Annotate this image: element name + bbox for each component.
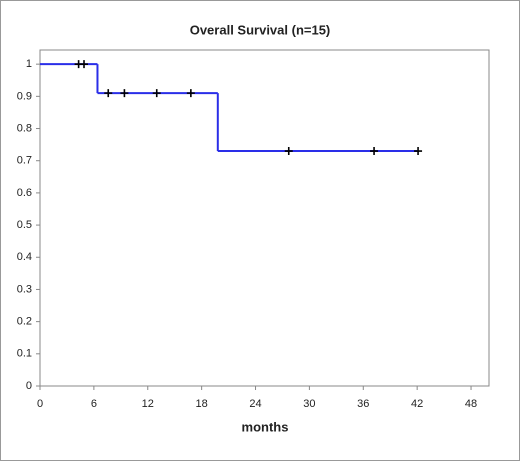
x-axis-label: months <box>242 419 289 434</box>
censor-mark <box>284 147 293 156</box>
y-tick-label: 0.4 <box>17 251 32 263</box>
censor-mark <box>120 89 129 98</box>
y-tick-label: 0.3 <box>17 283 32 295</box>
y-tick-label: 0.7 <box>17 155 32 167</box>
y-tick-label: 1 <box>26 58 32 70</box>
censor-mark <box>370 147 379 156</box>
plot-frame <box>39 49 490 387</box>
y-tick-label: 0 <box>26 380 32 392</box>
x-tick-label: 24 <box>249 398 261 410</box>
y-tick-label: 0.1 <box>17 348 32 360</box>
censor-mark <box>104 89 113 98</box>
censor-mark <box>152 89 161 98</box>
y-tick-label: 0.8 <box>17 122 32 134</box>
y-tick-label: 0.6 <box>17 187 32 199</box>
x-tick-label: 30 <box>303 398 315 410</box>
censor-mark <box>414 147 423 156</box>
y-tick-label: 0.2 <box>17 316 32 328</box>
x-tick-label: 12 <box>142 398 154 410</box>
x-tick-label: 6 <box>91 398 97 410</box>
y-tick-label: 0.9 <box>17 90 32 102</box>
x-tick-label: 18 <box>196 398 208 410</box>
x-tick-label: 0 <box>37 398 43 410</box>
x-tick-label: 36 <box>357 398 369 410</box>
y-tick-label: 0.5 <box>17 219 32 231</box>
x-tick-label: 48 <box>465 398 477 410</box>
censor-mark <box>80 60 89 69</box>
x-tick-label: 42 <box>411 398 423 410</box>
chart-title: Overall Survival (n=15) <box>190 22 331 37</box>
censor-mark <box>186 89 195 98</box>
